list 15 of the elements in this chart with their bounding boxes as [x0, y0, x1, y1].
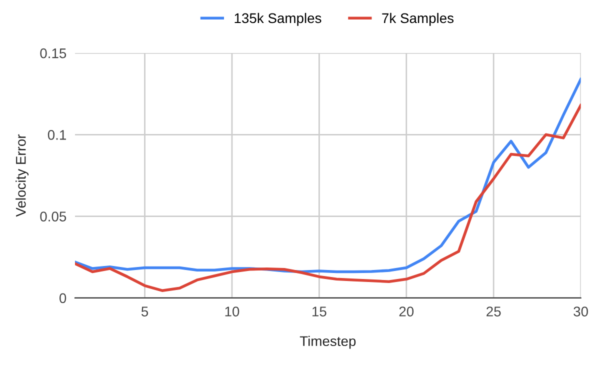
x-tick-label: 30	[574, 306, 588, 316]
x-tick-label: 20	[399, 306, 414, 316]
x-tick-label: 5	[141, 306, 148, 316]
x-tick-label: 25	[486, 306, 501, 316]
y-tick-label: 0	[59, 293, 66, 304]
x-tick-label: 10	[225, 306, 240, 316]
y-tick-label: 0.05	[40, 212, 66, 222]
y-axis-title: Velocity Error	[16, 134, 29, 217]
legend-label: 7k Samples	[382, 12, 454, 26]
legend-label: 135k Samples	[234, 12, 322, 26]
y-tick-label: 0.15	[40, 48, 66, 58]
x-axis-title: Timestep	[300, 336, 356, 349]
line-series	[75, 104, 581, 292]
y-tick-label: 0.1	[48, 130, 66, 140]
x-tick-label: 15	[312, 306, 326, 316]
